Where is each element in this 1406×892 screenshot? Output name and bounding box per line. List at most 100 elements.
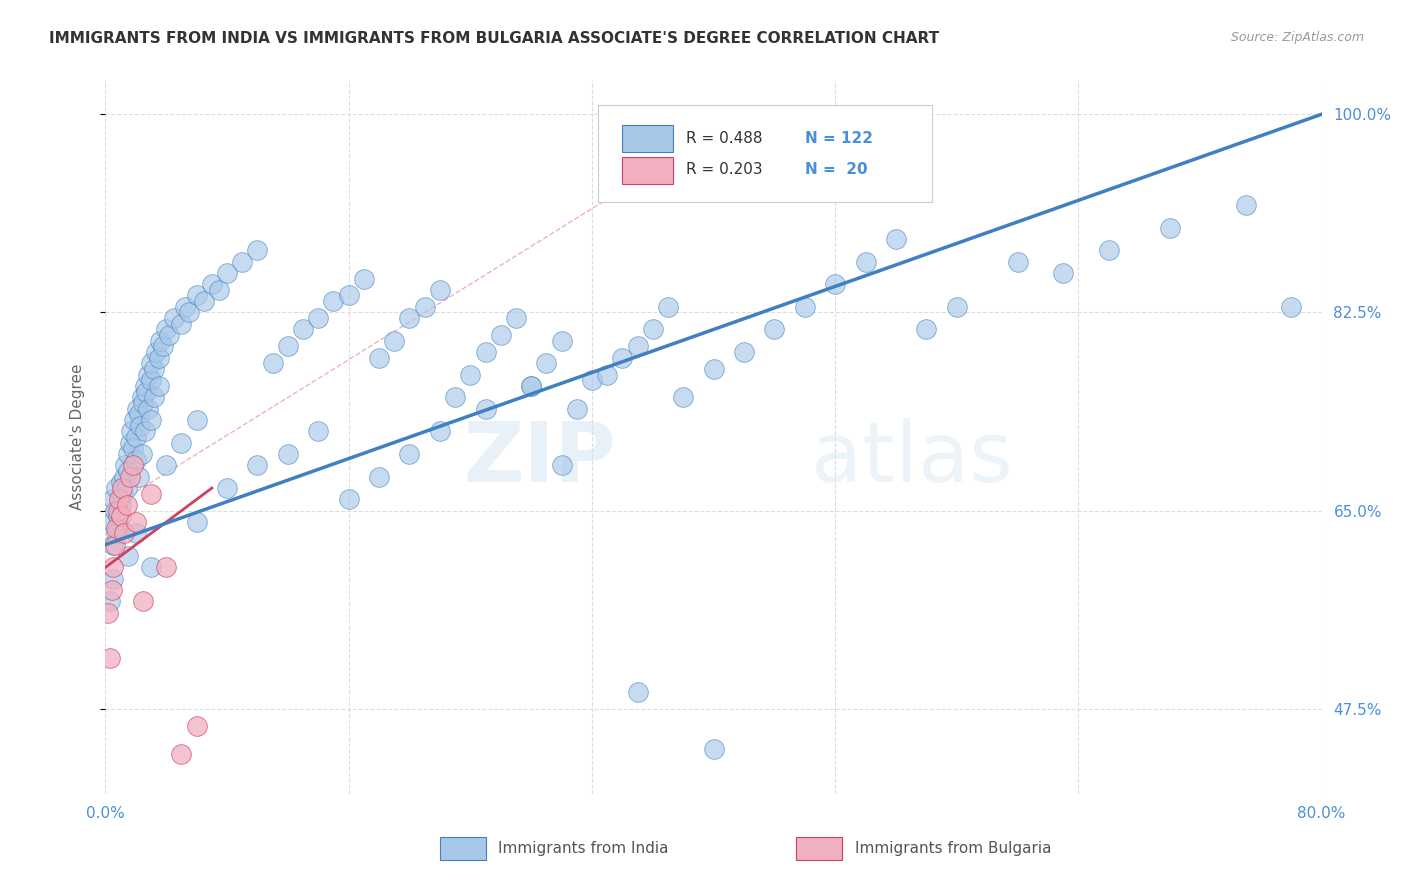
- Point: [100, 515, 122, 529]
- Point: [186, 288, 208, 302]
- Point: [277, 339, 299, 353]
- Point: [108, 521, 131, 535]
- Text: IMMIGRANTS FROM INDIA VS IMMIGRANTS FROM BULGARIA ASSOCIATE'S DEGREE CORRELATION: IMMIGRANTS FROM INDIA VS IMMIGRANTS FROM…: [49, 31, 939, 46]
- Point: [201, 277, 224, 292]
- Point: [139, 560, 162, 574]
- Point: [117, 447, 139, 461]
- Point: [107, 504, 129, 518]
- Point: [550, 334, 572, 348]
- Point: [307, 311, 329, 326]
- Point: [114, 458, 136, 473]
- Point: [117, 549, 139, 563]
- Point: [139, 374, 162, 388]
- Point: [398, 311, 420, 326]
- Point: [368, 351, 391, 365]
- Point: [429, 283, 451, 297]
- Point: [157, 328, 180, 343]
- Point: [117, 464, 139, 478]
- Point: [793, 300, 815, 314]
- Point: [105, 521, 128, 535]
- Point: [125, 515, 148, 529]
- Point: [444, 391, 467, 405]
- Point: [149, 334, 172, 348]
- Point: [413, 300, 436, 314]
- Point: [121, 458, 143, 473]
- Point: [382, 334, 405, 348]
- Point: [1279, 300, 1302, 314]
- Point: [143, 391, 166, 405]
- Point: [134, 379, 156, 393]
- Point: [177, 305, 200, 319]
- Point: [337, 492, 360, 507]
- Text: Immigrants from India: Immigrants from India: [498, 841, 669, 856]
- Point: [186, 719, 208, 733]
- Point: [118, 469, 141, 483]
- Point: [536, 356, 558, 370]
- Point: [111, 481, 134, 495]
- Point: [98, 594, 121, 608]
- Point: [824, 277, 846, 292]
- Point: [170, 317, 193, 331]
- Point: [118, 435, 141, 450]
- Point: [108, 492, 131, 507]
- Point: [474, 345, 496, 359]
- Point: [110, 475, 132, 490]
- Point: [107, 509, 129, 524]
- Point: [337, 288, 360, 302]
- Point: [1159, 220, 1181, 235]
- Point: [1234, 198, 1257, 212]
- Point: [124, 413, 146, 427]
- Point: [626, 685, 648, 699]
- Y-axis label: Associate's Degree: Associate's Degree: [70, 364, 84, 510]
- Point: [148, 351, 170, 365]
- Point: [120, 425, 142, 439]
- Text: N = 122: N = 122: [804, 130, 873, 145]
- Point: [148, 379, 170, 393]
- Point: [277, 447, 299, 461]
- Point: [641, 322, 664, 336]
- Point: [246, 243, 269, 257]
- Text: R = 0.488: R = 0.488: [686, 130, 762, 145]
- Point: [186, 413, 208, 427]
- Point: [145, 345, 167, 359]
- Bar: [440, 838, 486, 860]
- Text: R = 0.203: R = 0.203: [686, 162, 762, 177]
- Point: [322, 294, 344, 309]
- Point: [125, 452, 148, 467]
- Point: [672, 391, 695, 405]
- Point: [132, 396, 155, 410]
- Point: [97, 606, 120, 620]
- Point: [98, 651, 121, 665]
- Point: [101, 538, 124, 552]
- Point: [368, 469, 391, 483]
- Point: [173, 300, 195, 314]
- Point: [129, 418, 152, 433]
- Point: [155, 322, 177, 336]
- Point: [155, 458, 177, 473]
- Point: [103, 538, 125, 552]
- Point: [128, 469, 150, 483]
- Point: [292, 322, 315, 336]
- Point: [884, 232, 907, 246]
- Point: [134, 425, 156, 439]
- Point: [398, 447, 420, 461]
- Point: [565, 401, 588, 416]
- Point: [855, 254, 877, 268]
- Point: [193, 294, 215, 309]
- Point: [125, 526, 148, 541]
- Point: [132, 594, 155, 608]
- Point: [152, 339, 174, 353]
- Point: [763, 322, 786, 336]
- Point: [520, 379, 543, 393]
- Text: N =  20: N = 20: [804, 162, 868, 177]
- Point: [103, 504, 125, 518]
- Point: [626, 339, 648, 353]
- Point: [915, 322, 938, 336]
- Point: [170, 747, 193, 762]
- Point: [186, 515, 208, 529]
- Point: [105, 526, 128, 541]
- Bar: [623, 125, 673, 152]
- Point: [702, 362, 725, 376]
- Point: [136, 401, 159, 416]
- Point: [458, 368, 481, 382]
